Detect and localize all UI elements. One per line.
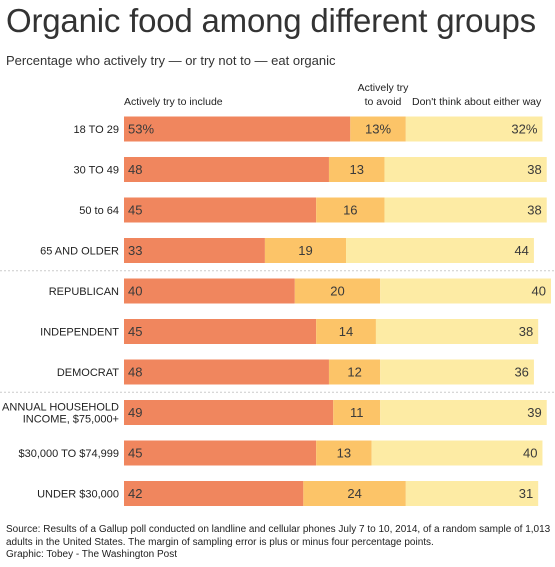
value-label-include: 53% bbox=[128, 122, 154, 137]
value-label-avoid: 16 bbox=[343, 203, 357, 218]
bar-avoid bbox=[333, 400, 381, 425]
bar-avoid bbox=[316, 319, 376, 344]
value-label-avoid: 13% bbox=[365, 122, 391, 137]
chart-subtitle: Percentage who actively try — or try not… bbox=[6, 53, 336, 68]
bar-neither bbox=[371, 440, 543, 466]
value-label-include: 42 bbox=[128, 486, 142, 501]
bar-avoid bbox=[316, 440, 372, 466]
bar-neither bbox=[384, 157, 547, 182]
bar-include bbox=[124, 319, 317, 344]
bar-include bbox=[124, 157, 329, 182]
row-label: $30,000 TO $74,999 bbox=[18, 448, 119, 460]
value-label-include: 48 bbox=[128, 162, 142, 177]
value-label-include: 49 bbox=[128, 405, 142, 420]
bar-neither bbox=[405, 116, 543, 142]
bar-avoid bbox=[316, 197, 385, 223]
row-label: 50 to 64 bbox=[79, 205, 119, 217]
bar-neither bbox=[380, 278, 551, 304]
value-label-neither: 40 bbox=[532, 284, 546, 299]
value-label-neither: 31 bbox=[519, 486, 533, 501]
legend-neither-label: Don't think about either way bbox=[412, 96, 542, 108]
value-label-include: 33 bbox=[128, 243, 142, 258]
value-label-avoid: 24 bbox=[347, 486, 361, 501]
value-label-avoid: 13 bbox=[337, 446, 351, 461]
value-label-neither: 38 bbox=[527, 203, 541, 218]
value-label-avoid: 14 bbox=[339, 324, 353, 339]
bar-include bbox=[124, 440, 317, 466]
bar-avoid bbox=[303, 481, 406, 506]
value-label-avoid: 20 bbox=[330, 284, 344, 299]
row-label: 65 AND OLDER bbox=[40, 246, 119, 258]
row-label: UNDER $30,000 bbox=[37, 489, 119, 501]
value-label-avoid: 12 bbox=[347, 365, 361, 380]
value-label-neither: 38 bbox=[519, 324, 533, 339]
row-label: INDEPENDENT bbox=[40, 327, 119, 339]
graphic-credit: Graphic: Tobey - The Washington Post bbox=[6, 549, 178, 560]
value-label-avoid: 19 bbox=[298, 243, 312, 258]
bar-include bbox=[124, 400, 334, 425]
legend-avoid-line1: Actively try bbox=[357, 82, 409, 94]
row-label: REPUBLICAN bbox=[49, 286, 119, 298]
bar-include bbox=[124, 278, 295, 304]
value-label-include: 45 bbox=[128, 446, 142, 461]
legend-avoid-line2: to avoid bbox=[364, 96, 402, 108]
bar-include bbox=[124, 238, 265, 263]
value-label-avoid: 13 bbox=[349, 162, 363, 177]
bar-neither bbox=[380, 359, 534, 385]
source-note: Source: Results of a Gallup poll conduct… bbox=[6, 524, 551, 548]
bar-avoid bbox=[294, 278, 381, 304]
bar-neither bbox=[405, 481, 539, 506]
value-label-neither: 38 bbox=[527, 162, 541, 177]
bar-avoid bbox=[328, 359, 381, 385]
bar-neither bbox=[375, 319, 539, 344]
value-label-neither: 36 bbox=[514, 365, 528, 380]
row-label: DEMOCRAT bbox=[57, 367, 119, 379]
legend-include-label: Actively try to include bbox=[124, 96, 223, 108]
row-label: INCOME, $75,000+ bbox=[23, 414, 119, 426]
bar-include bbox=[124, 197, 317, 223]
value-label-neither: 44 bbox=[514, 243, 528, 258]
bar-include bbox=[124, 116, 351, 142]
bar-neither bbox=[346, 238, 534, 263]
value-label-include: 45 bbox=[128, 324, 142, 339]
row-label: 30 TO 49 bbox=[74, 165, 119, 177]
bar-include bbox=[124, 481, 304, 506]
bar-avoid bbox=[350, 116, 406, 142]
value-label-neither: 39 bbox=[527, 405, 541, 420]
value-label-include: 45 bbox=[128, 203, 142, 218]
value-label-neither: 32% bbox=[511, 122, 537, 137]
value-label-include: 40 bbox=[128, 284, 142, 299]
bar-neither bbox=[384, 197, 547, 223]
bar-avoid bbox=[328, 157, 385, 182]
row-label: 18 TO 29 bbox=[74, 124, 119, 136]
bar-neither bbox=[380, 400, 547, 425]
bar-include bbox=[124, 359, 329, 385]
row-label: ANNUAL HOUSEHOLD bbox=[2, 402, 119, 414]
legend-avoid-label: Actively try to avoid bbox=[352, 81, 414, 109]
value-label-neither: 40 bbox=[523, 446, 537, 461]
value-label-include: 48 bbox=[128, 365, 142, 380]
chart-title: Organic food among different groups bbox=[6, 2, 536, 39]
bar-avoid bbox=[264, 238, 347, 263]
value-label-avoid: 11 bbox=[350, 405, 364, 420]
